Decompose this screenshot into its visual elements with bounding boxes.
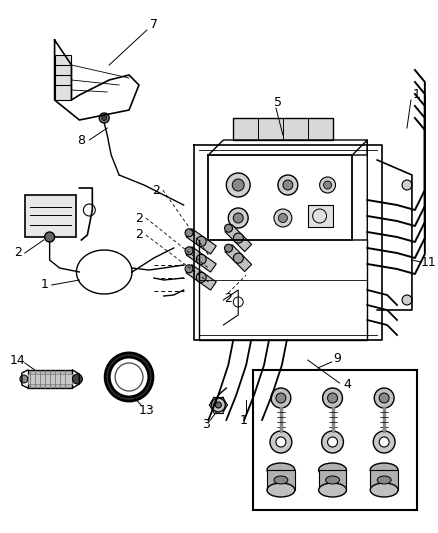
Ellipse shape (370, 483, 398, 497)
Text: 2: 2 (224, 292, 232, 304)
Circle shape (379, 437, 389, 447)
Text: 4: 4 (343, 378, 351, 392)
Circle shape (328, 393, 338, 403)
Bar (308, 205, 332, 227)
Circle shape (72, 374, 82, 384)
Text: 2: 2 (135, 229, 143, 241)
Text: 1: 1 (41, 279, 49, 292)
Polygon shape (225, 245, 252, 271)
Circle shape (232, 179, 244, 191)
Text: 7: 7 (150, 19, 158, 31)
Circle shape (215, 402, 221, 408)
Circle shape (324, 181, 332, 189)
Ellipse shape (318, 483, 346, 497)
Text: 5: 5 (274, 95, 282, 109)
Text: 1: 1 (239, 414, 247, 426)
Circle shape (233, 213, 243, 223)
Text: 2: 2 (152, 183, 160, 197)
Polygon shape (186, 265, 216, 290)
Ellipse shape (267, 483, 295, 497)
Circle shape (402, 180, 412, 190)
Circle shape (102, 116, 107, 120)
Bar (28, 370, 72, 388)
Circle shape (276, 393, 286, 403)
Bar (233, 118, 332, 140)
Ellipse shape (274, 476, 288, 484)
Circle shape (373, 431, 395, 453)
Circle shape (196, 237, 206, 246)
Circle shape (276, 437, 286, 447)
Text: 14: 14 (10, 353, 26, 367)
Ellipse shape (370, 463, 398, 477)
Polygon shape (225, 225, 252, 252)
Text: 3: 3 (202, 418, 210, 432)
Circle shape (225, 244, 233, 252)
Circle shape (279, 214, 287, 222)
Circle shape (233, 233, 243, 243)
Ellipse shape (377, 476, 391, 484)
Circle shape (212, 398, 225, 412)
Text: 9: 9 (334, 351, 342, 365)
Circle shape (185, 247, 193, 255)
Bar (28, 374, 72, 384)
Circle shape (99, 113, 109, 123)
Circle shape (379, 393, 389, 403)
Text: 1: 1 (413, 88, 421, 101)
Bar (25, 195, 77, 237)
Polygon shape (186, 229, 216, 254)
Circle shape (20, 375, 28, 383)
Circle shape (196, 272, 206, 282)
Circle shape (320, 177, 336, 193)
Circle shape (45, 232, 55, 242)
Bar (55, 55, 71, 100)
Circle shape (321, 431, 343, 453)
Circle shape (283, 180, 293, 190)
Text: 11: 11 (421, 255, 437, 269)
Circle shape (323, 388, 343, 408)
Circle shape (196, 254, 206, 264)
Circle shape (374, 388, 394, 408)
Bar (253, 370, 417, 510)
Bar (370, 470, 398, 490)
Text: 8: 8 (78, 133, 85, 147)
Text: 2: 2 (14, 246, 22, 260)
Circle shape (185, 229, 193, 237)
Circle shape (402, 295, 412, 305)
Ellipse shape (267, 463, 295, 477)
Circle shape (185, 265, 193, 273)
Ellipse shape (325, 476, 339, 484)
Ellipse shape (318, 463, 346, 477)
Circle shape (278, 175, 298, 195)
Bar (318, 470, 346, 490)
Polygon shape (186, 247, 216, 272)
Circle shape (226, 173, 250, 197)
Bar (267, 470, 295, 490)
Circle shape (228, 208, 248, 228)
Text: 2: 2 (135, 212, 143, 224)
Circle shape (233, 253, 243, 263)
Text: 13: 13 (139, 403, 155, 416)
Circle shape (274, 209, 292, 227)
Circle shape (328, 437, 338, 447)
Circle shape (271, 388, 291, 408)
Circle shape (225, 224, 233, 232)
Circle shape (270, 431, 292, 453)
